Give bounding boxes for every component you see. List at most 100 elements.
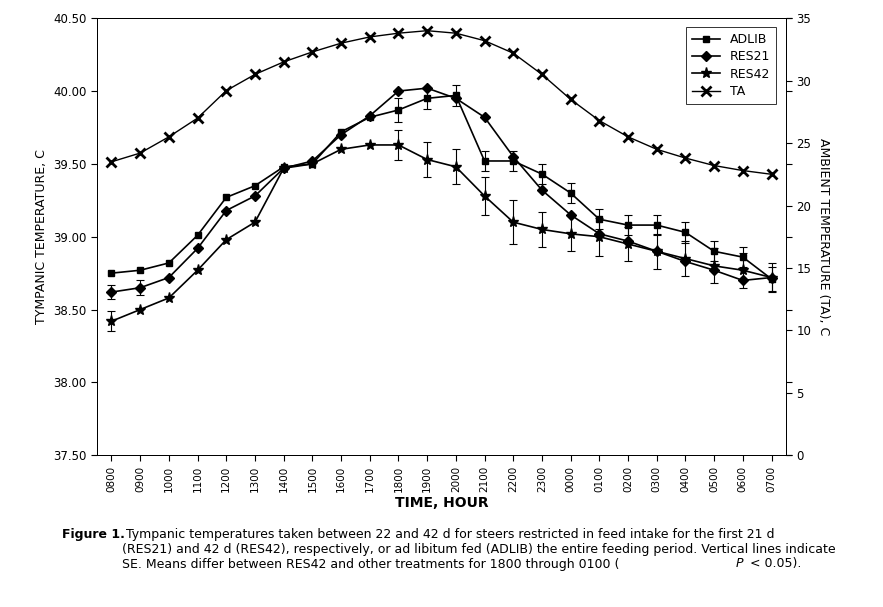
ADLIB [537, 171, 547, 178]
RES42 [365, 141, 375, 149]
Text: < 0.05).: < 0.05). [746, 557, 802, 570]
RES42 [307, 160, 318, 168]
TA [336, 39, 346, 47]
RES42 [278, 164, 289, 172]
RES42 [680, 255, 691, 262]
ADLIB [594, 215, 605, 223]
TA [479, 37, 490, 44]
RES42 [594, 233, 605, 240]
ADLIB [623, 222, 633, 229]
ADLIB [737, 254, 748, 261]
RES42 [565, 230, 576, 237]
Y-axis label: AMBIENT TEMPERATURE (TA), C: AMBIENT TEMPERATURE (TA), C [817, 138, 830, 335]
ADLIB [250, 182, 260, 189]
Y-axis label: TYMPANIC TEMPERATURE, C: TYMPANIC TEMPERATURE, C [34, 149, 48, 324]
X-axis label: TIME, HOUR: TIME, HOUR [395, 496, 488, 510]
RES42 [737, 266, 748, 274]
RES21 [278, 164, 289, 172]
TA [450, 30, 461, 37]
ADLIB [422, 95, 433, 102]
TA [365, 33, 375, 41]
Line: RES21: RES21 [108, 84, 775, 296]
ADLIB [221, 194, 231, 201]
RES42 [106, 317, 117, 325]
ADLIB [508, 157, 518, 164]
TA [766, 171, 777, 178]
RES21 [652, 248, 662, 255]
RES42 [623, 240, 633, 248]
RES21 [450, 95, 461, 102]
ADLIB [163, 259, 174, 266]
RES42 [336, 146, 346, 153]
TA [422, 27, 433, 35]
RES21 [192, 245, 203, 252]
Text: Tympanic temperatures taken between 22 and 42 d for steers restricted in feed in: Tympanic temperatures taken between 22 a… [122, 528, 835, 571]
TA [737, 167, 748, 174]
RES21 [163, 274, 174, 281]
RES42 [709, 262, 720, 270]
RES42 [766, 274, 777, 281]
TA [307, 49, 318, 56]
RES21 [680, 258, 691, 265]
RES21 [106, 288, 117, 296]
TA [594, 117, 605, 124]
RES21 [508, 153, 518, 160]
Line: TA: TA [107, 26, 776, 179]
ADLIB [479, 157, 490, 164]
ADLIB [278, 163, 289, 171]
ADLIB [565, 189, 576, 197]
RES21 [766, 274, 777, 281]
RES42 [652, 248, 662, 255]
RES42 [537, 226, 547, 233]
RES42 [250, 219, 260, 226]
RES42 [422, 156, 433, 163]
TA [652, 146, 662, 153]
TA [192, 115, 203, 122]
TA [508, 50, 518, 57]
RES21 [594, 230, 605, 237]
RES42 [135, 306, 146, 313]
ADLIB [766, 276, 777, 283]
Legend: ADLIB, RES21, RES42, TA: ADLIB, RES21, RES42, TA [686, 27, 776, 104]
Line: RES42: RES42 [106, 140, 777, 327]
TA [565, 96, 576, 103]
TA [709, 162, 720, 169]
ADLIB [680, 229, 691, 236]
RES21 [737, 277, 748, 284]
RES42 [192, 266, 203, 274]
TA [537, 71, 547, 78]
RES42 [508, 219, 518, 226]
RES21 [623, 237, 633, 245]
ADLIB [450, 92, 461, 99]
ADLIB [106, 270, 117, 277]
Text: Figure 1.: Figure 1. [62, 528, 125, 541]
TA [135, 149, 146, 157]
RES42 [479, 192, 490, 200]
RES21 [307, 157, 318, 164]
ADLIB [709, 248, 720, 255]
TA [278, 58, 289, 66]
ADLIB [135, 266, 146, 274]
TA [106, 158, 117, 166]
ADLIB [192, 232, 203, 239]
RES21 [250, 192, 260, 200]
Text: P: P [736, 557, 743, 570]
ADLIB [652, 222, 662, 229]
ADLIB [307, 160, 318, 168]
TA [221, 87, 231, 94]
RES21 [365, 112, 375, 120]
RES21 [135, 284, 146, 291]
RES21 [221, 207, 231, 214]
RES21 [479, 114, 490, 121]
TA [163, 133, 174, 140]
ADLIB [336, 128, 346, 135]
RES21 [537, 186, 547, 194]
Line: ADLIB: ADLIB [108, 92, 775, 282]
RES21 [336, 131, 346, 138]
RES42 [450, 163, 461, 171]
TA [680, 154, 691, 161]
RES42 [163, 294, 174, 302]
ADLIB [365, 114, 375, 121]
TA [250, 71, 260, 78]
RES21 [393, 87, 404, 95]
